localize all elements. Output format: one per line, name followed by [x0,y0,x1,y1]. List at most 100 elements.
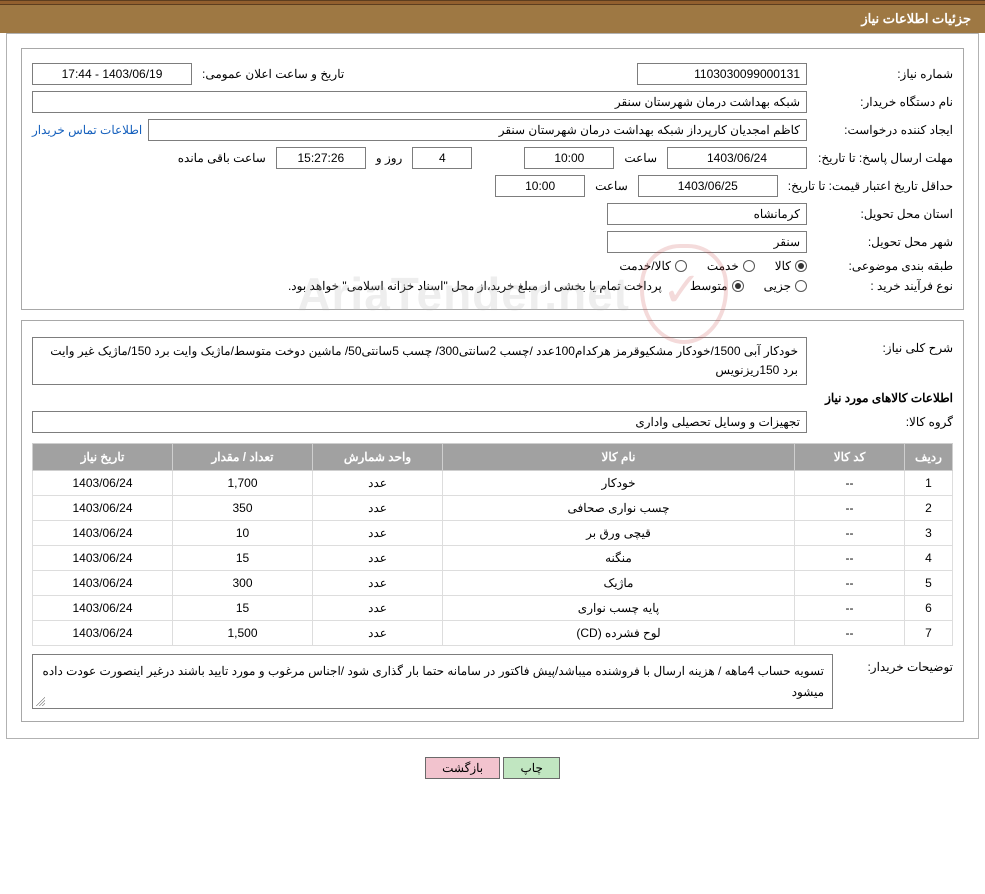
cell-qty: 15 [173,546,313,571]
row-city: شهر محل تحویل: سنقر [32,231,953,253]
radio-service[interactable]: خدمت [707,259,755,273]
cell-date: 1403/06/24 [33,521,173,546]
label-goods-group: گروه کالا: [813,415,953,429]
radio-partial-label: جزیی [764,279,791,293]
radio-goods-label: کالا [775,259,791,273]
table-row: 7--لوح فشرده (CD)عدد1,5001403/06/24 [33,621,953,646]
cell-qty: 1,700 [173,471,313,496]
label-remaining: ساعت باقی مانده [174,151,270,165]
radio-dot-icon [743,260,755,272]
row-buyer-org: نام دستگاه خریدار: شبکه بهداشت درمان شهر… [32,91,953,113]
cell-unit: عدد [313,621,443,646]
cell-qty: 15 [173,596,313,621]
label-time-1: ساعت [620,151,661,165]
radio-medium[interactable]: متوسط [690,279,744,293]
th-date: تاریخ نیاز [33,444,173,471]
row-need-desc: شرح کلی نیاز: خودکار آبی 1500/خودکار مشک… [32,337,953,385]
th-unit: واحد شمارش [313,444,443,471]
cell-date: 1403/06/24 [33,496,173,521]
row-subject-class: طبقه بندی موضوعی: کالا خدمت کالا/خدمت [32,259,953,273]
radio-dot-icon [795,280,807,292]
cell-qty: 300 [173,571,313,596]
field-city: سنقر [607,231,807,253]
print-button[interactable]: چاپ [503,757,559,779]
cell-date: 1403/06/24 [33,471,173,496]
page: جزئیات اطلاعات نیاز AriaTender.net شماره… [0,0,985,793]
cell-date: 1403/06/24 [33,596,173,621]
radio-dot-icon [675,260,687,272]
back-button[interactable]: بازگشت [425,757,500,779]
cell-code: -- [795,521,905,546]
cell-code: -- [795,571,905,596]
table-row: 5--ماژیکعدد3001403/06/24 [33,571,953,596]
header-title: جزئیات اطلاعات نیاز [0,5,985,33]
label-need-no: شماره نیاز: [813,67,953,81]
label-province: استان محل تحویل: [813,207,953,221]
cell-name: پایه چسب نواری [443,596,795,621]
main-panel: AriaTender.net شماره نیاز: 1103030099000… [6,33,979,739]
cell-name: قیچی ورق بر [443,521,795,546]
label-subject-class: طبقه بندی موضوعی: [813,259,953,273]
cell-qty: 1,500 [173,621,313,646]
label-time-2: ساعت [591,179,632,193]
radio-medium-label: متوسط [690,279,728,293]
cell-unit: عدد [313,546,443,571]
cell-name: خودکار [443,471,795,496]
table-row: 2--چسب نواری صحافیعدد3501403/06/24 [33,496,953,521]
row-goods-group: گروه کالا: تجهیزات و وسایل تحصیلی واداری [32,411,953,433]
field-need-no: 1103030099000131 [637,63,807,85]
field-days-left: 4 [412,147,472,169]
field-need-desc: خودکار آبی 1500/خودکار مشکیوقرمز هرکدام1… [32,337,807,385]
th-qty: تعداد / مقدار [173,444,313,471]
cell-date: 1403/06/24 [33,621,173,646]
cell-name: ماژیک [443,571,795,596]
row-reply-deadline: مهلت ارسال پاسخ: تا تاریخ: 1403/06/24 سا… [32,147,953,169]
label-requester: ایجاد کننده درخواست: [813,123,953,137]
radio-goods-service-label: کالا/خدمت [619,259,670,273]
table-row: 4--منگنهعدد151403/06/24 [33,546,953,571]
field-reply-time: 10:00 [524,147,614,169]
label-price-validity: حداقل تاریخ اعتبار قیمت: تا تاریخ: [784,179,953,193]
table-row: 6--پایه چسب نواریعدد151403/06/24 [33,596,953,621]
cell-code: -- [795,471,905,496]
cell-unit: عدد [313,596,443,621]
info-panel-items: شرح کلی نیاز: خودکار آبی 1500/خودکار مشک… [21,320,964,722]
field-goods-group: تجهیزات و وسایل تحصیلی واداری [32,411,807,433]
label-buyer-org: نام دستگاه خریدار: [813,95,953,109]
link-buyer-contact[interactable]: اطلاعات تماس خریدار [32,123,142,137]
cell-code: -- [795,596,905,621]
cell-unit: عدد [313,471,443,496]
cell-qty: 350 [173,496,313,521]
cell-code: -- [795,546,905,571]
field-requester: کاظم امجدیان کارپرداز شبکه بهداشت درمان … [148,119,807,141]
payment-note: پرداخت تمام یا بخشی از مبلغ خرید،از محل … [288,279,662,293]
label-city: شهر محل تحویل: [813,235,953,249]
table-row: 3--قیچی ورق برعدد101403/06/24 [33,521,953,546]
cell-row: 4 [905,546,953,571]
cell-name: منگنه [443,546,795,571]
radio-service-label: خدمت [707,259,739,273]
label-reply-deadline: مهلت ارسال پاسخ: تا تاریخ: [813,151,953,165]
row-price-validity: حداقل تاریخ اعتبار قیمت: تا تاریخ: 1403/… [32,175,953,197]
radio-goods-service[interactable]: کالا/خدمت [619,259,686,273]
resize-handle-icon[interactable] [35,696,45,706]
row-buyer-notes: توضیحات خریدار: تسویه حساب 4ماهه / هزینه… [32,654,953,709]
radio-dot-icon [795,260,807,272]
field-price-time: 10:00 [495,175,585,197]
cell-row: 3 [905,521,953,546]
cell-unit: عدد [313,571,443,596]
row-province: استان محل تحویل: کرمانشاه [32,203,953,225]
cell-unit: عدد [313,521,443,546]
radio-partial[interactable]: جزیی [764,279,807,293]
row-requester: ایجاد کننده درخواست: کاظم امجدیان کارپرد… [32,119,953,141]
cell-qty: 10 [173,521,313,546]
cell-row: 1 [905,471,953,496]
field-buyer-notes[interactable]: تسویه حساب 4ماهه / هزینه ارسال با فروشند… [32,654,833,709]
radio-dot-icon [732,280,744,292]
th-row: ردیف [905,444,953,471]
cell-date: 1403/06/24 [33,571,173,596]
field-reply-date: 1403/06/24 [667,147,807,169]
table-row: 1--خودکارعدد1,7001403/06/24 [33,471,953,496]
row-purchase-type: نوع فرآیند خرید : جزیی متوسط پرداخت تمام… [32,279,953,293]
radio-goods[interactable]: کالا [775,259,807,273]
